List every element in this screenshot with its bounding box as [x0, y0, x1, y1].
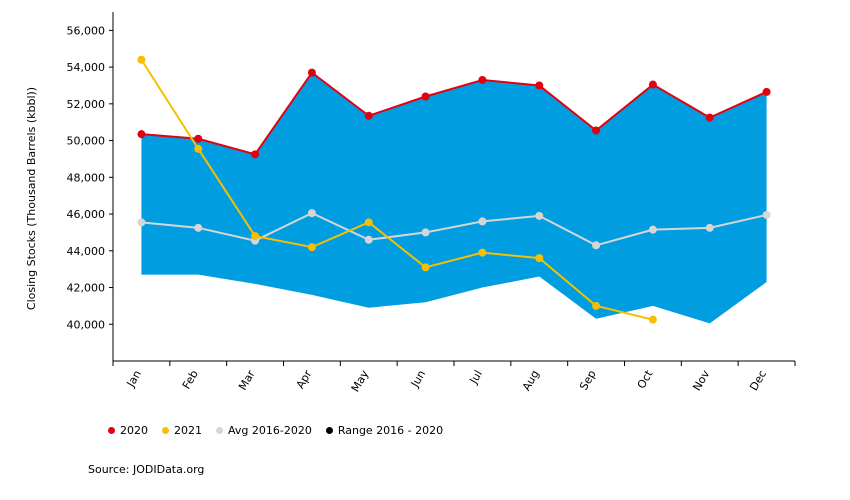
series-point-avg-2016-2020 — [137, 218, 146, 227]
x-tick-label: Aug — [520, 368, 542, 393]
series-point-2021 — [194, 144, 203, 153]
series-point-2020 — [137, 130, 146, 139]
x-tick-label: Oct — [635, 367, 656, 391]
x-tick-label: Nov — [690, 368, 712, 394]
source-note: Source: JODIData.org — [88, 463, 205, 476]
closing-stocks-chart: 40,000 42,000 44,000 46,000 48,000 50,000 52,0… — [25, 12, 796, 395]
x-tick-label: Jun — [408, 368, 428, 390]
range-area — [141, 72, 767, 324]
series-point-2020 — [648, 80, 657, 89]
x-tick-label: Mar — [236, 368, 258, 393]
legend-label-2021: 2021 — [174, 424, 202, 437]
y-tick-label: 52,000 — [67, 98, 106, 111]
series-point-avg-2016-2020 — [364, 235, 373, 244]
legend-item-range[interactable]: Range 2016 - 2020 — [325, 424, 444, 437]
series-point-2020 — [535, 81, 544, 90]
series-point-avg-2016-2020 — [592, 241, 601, 250]
legend-item-2020[interactable]: 2020 — [108, 424, 148, 437]
series-point-avg-2016-2020 — [421, 228, 430, 237]
y-tick-label: 40,000 — [67, 318, 106, 331]
y-tick-label: 42,000 — [67, 282, 106, 295]
series-point-2021 — [535, 254, 544, 263]
legend-label-range: Range 2016 - 2020 — [337, 424, 444, 437]
series-point-avg-2016-2020 — [648, 225, 657, 234]
y-tick-label: 48,000 — [67, 171, 106, 184]
legend-label-2020: 2020 — [120, 424, 148, 437]
x-tick-label: Feb — [180, 368, 201, 391]
series-point-2020 — [307, 68, 316, 77]
y-tick-label: 56,000 — [67, 24, 106, 37]
legend-item-2021[interactable]: 2021 — [162, 424, 202, 437]
series-point-2021 — [421, 263, 430, 272]
series-point-avg-2016-2020 — [762, 210, 771, 219]
y-tick-label: 44,000 — [67, 245, 106, 258]
series-point-avg-2016-2020 — [705, 223, 714, 232]
y-tick-label: 50,000 — [67, 135, 106, 148]
series-point-2021 — [307, 243, 316, 252]
x-tick-label: Jan — [124, 368, 144, 390]
series-point-2020 — [478, 75, 487, 84]
series-point-2020 — [251, 150, 260, 159]
legend-marker-range — [325, 427, 333, 434]
series-point-2020 — [762, 87, 771, 96]
series-point-2020 — [705, 113, 714, 122]
series-point-2021 — [137, 55, 146, 64]
legend-marker-2021 — [162, 427, 169, 434]
series-point-avg-2016-2020 — [194, 223, 203, 232]
x-tick-label: Sep — [577, 368, 599, 392]
series-point-2021 — [648, 315, 657, 324]
x-tick-label: May — [349, 368, 372, 395]
series-point-2020 — [194, 134, 203, 143]
series-point-2021 — [364, 218, 373, 227]
series-point-2021 — [251, 232, 260, 241]
chart-legend: 2020 2021 Avg 2016-2020 Range 2016 - 202… — [108, 424, 443, 437]
x-tick-label: Apr — [294, 368, 315, 391]
series-point-2020 — [364, 111, 373, 120]
y-tick-label: 46,000 — [67, 208, 106, 221]
series-point-avg-2016-2020 — [307, 209, 316, 218]
series-point-avg-2016-2020 — [535, 211, 544, 220]
y-axis-title: Closing Stocks (Thousand Barrels (kbbl)) — [25, 87, 38, 310]
x-tick-label: Jul — [467, 368, 485, 387]
y-tick-label: 54,000 — [67, 61, 106, 74]
series-point-2021 — [478, 248, 487, 257]
series-line-avg-2016-2020 — [141, 212, 767, 247]
legend-marker-2020 — [108, 427, 115, 434]
series-point-2021 — [592, 301, 601, 310]
series-line-2021 — [140, 59, 654, 321]
series-point-2020 — [421, 92, 430, 101]
legend-marker-avg — [216, 427, 223, 434]
legend-label-avg: Avg 2016-2020 — [228, 424, 312, 437]
x-tick-label: Dec — [747, 368, 769, 393]
legend-item-avg[interactable]: Avg 2016-2020 — [216, 424, 312, 437]
series-point-2020 — [592, 126, 601, 135]
series-point-avg-2016-2020 — [478, 217, 487, 226]
series-line-2020 — [141, 71, 767, 156]
